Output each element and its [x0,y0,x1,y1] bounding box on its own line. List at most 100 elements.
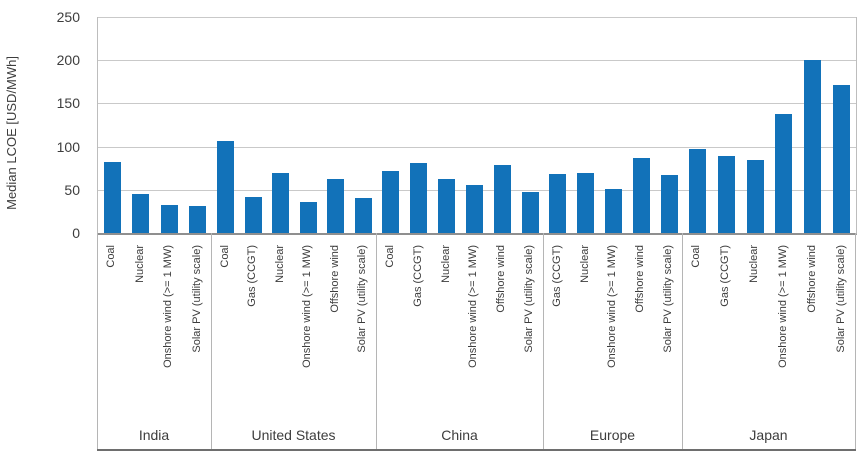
bar-india-onshore-wind-1-mw [160,205,178,233]
tech-label-china-offshore-wind: Offshore wind [495,245,508,313]
tech-label-united-states-nuclear: Nuclear [273,245,286,283]
tech-label-group-japan: Coal Gas (CCGT) Nuclear Onshore wind (>= 1 … [682,240,855,398]
bar-slot [600,17,628,233]
tech-label-slot: Onshore wind (>= 1 MW) [294,240,322,398]
tech-label-slot: Nuclear [432,240,460,398]
bar-series [98,17,856,233]
tech-label-united-states-coal: Coal [218,245,231,268]
tech-label-slot: Coal [376,240,404,398]
tech-label-united-states-offshore-wind: Offshore wind [328,245,341,313]
bar-group-united-states [212,17,377,233]
plot-area [97,17,857,235]
tech-label-group-united-states: Coal Gas (CCGT) Nuclear Onshore wind (>= 1 … [211,240,376,398]
tech-label-slot: Coal [211,240,239,398]
bar-group-japan [683,17,856,233]
bottom-border-line [97,449,856,451]
tech-label-united-states-solar-pv-utility-scale: Solar PV (utility scale) [356,245,369,353]
tech-label-japan-solar-pv-utility-scale: Solar PV (utility scale) [834,245,847,353]
tech-label-india-onshore-wind-1-mw: Onshore wind (>= 1 MW) [162,245,175,368]
tech-label-slot: Coal [97,240,126,398]
bar-slot [155,17,184,233]
bar-group-china [377,17,544,233]
tech-label-japan-nuclear: Nuclear [748,245,761,283]
bar-slot [322,17,350,233]
tech-label-slot: Onshore wind (>= 1 MW) [154,240,183,398]
country-label-row: India United States China Europe Japan [97,398,855,449]
bar-japan-gas-ccgt [717,156,735,233]
tech-label-slot: Solar PV (utility scale) [826,240,855,398]
tech-label-japan-offshore-wind: Offshore wind [805,245,818,313]
tech-label-japan-coal: Coal [690,245,703,268]
tech-label-slot: Coal [682,240,711,398]
tech-label-slot: Gas (CCGT) [404,240,432,398]
tech-label-slot: Nuclear [126,240,155,398]
bar-japan-offshore-wind [804,60,822,233]
tech-label-group-india: Coal Nuclear Onshore wind (>= 1 MW) Solar P… [97,240,211,398]
tech-label-united-states-gas-ccgt: Gas (CCGT) [246,245,259,307]
tech-label-group-china: Coal Gas (CCGT) Nuclear Onshore wind (>= 1 … [376,240,543,398]
group-separator [543,233,544,449]
tech-label-china-onshore-wind-1-mw: Onshore wind (>= 1 MW) [467,245,480,368]
bar-slot [655,17,683,233]
tech-label-china-solar-pv-utility-scale: Solar PV (utility scale) [523,245,536,353]
gridline-250 [98,17,856,18]
y-tick-label-250: 250 [56,9,80,25]
tech-label-europe-solar-pv-utility-scale: Solar PV (utility scale) [662,245,675,353]
bar-slot [377,17,405,233]
bar-slot [741,17,770,233]
gridline-100 [98,146,856,148]
bar-china-offshore-wind [493,164,511,233]
bar-europe-offshore-wind [632,157,650,233]
tech-label-india-coal: Coal [105,245,118,268]
tech-label-japan-onshore-wind-1-mw: Onshore wind (>= 1 MW) [776,245,789,368]
tech-label-japan-gas-ccgt: Gas (CCGT) [719,245,732,307]
bar-china-coal [382,170,400,233]
tech-label-slot: Onshore wind (>= 1 MW) [599,240,627,398]
bar-united-states-nuclear [272,173,290,233]
bar-europe-onshore-wind-1-mw [604,188,622,233]
bar-slot [516,17,544,233]
country-label-europe: Europe [589,427,636,443]
bar-slot [267,17,295,233]
tech-label-slot: Gas (CCGT) [239,240,267,398]
tech-label-europe-offshore-wind: Offshore wind [634,245,647,313]
bar-united-states-onshore-wind-1-mw [299,201,317,233]
group-separator [682,233,683,449]
tech-label-europe-onshore-wind-1-mw: Onshore wind (>= 1 MW) [606,245,619,368]
tech-label-slot: Offshore wind [797,240,826,398]
bar-slot [627,17,655,233]
tech-label-slot: Solar PV (utility scale) [515,240,543,398]
bar-japan-coal [688,149,706,233]
bar-united-states-gas-ccgt [244,196,262,233]
tech-label-slot: Solar PV (utility scale) [349,240,377,398]
tech-label-china-nuclear: Nuclear [439,245,452,283]
bar-slot [827,17,856,233]
y-tick-label-100: 100 [56,138,80,155]
bar-china-onshore-wind-1-mw [465,185,483,233]
tech-label-slot: Solar PV (utility scale) [654,240,682,398]
y-tick-label-50: 50 [64,181,80,198]
y-tick-label-0: 0 [72,225,80,241]
tech-label-group-europe: Gas (CCGT) Nuclear Onshore wind (>= 1 MW) O… [543,240,682,398]
y-tick-label-200: 200 [56,52,80,69]
gridline-150 [98,103,856,105]
tech-label-china-gas-ccgt: Gas (CCGT) [411,245,424,307]
tech-label-europe-gas-ccgt: Gas (CCGT) [550,245,563,307]
bar-slot [295,17,323,233]
group-separator [376,233,377,449]
tech-label-slot: Nuclear [571,240,599,398]
tech-label-slot: Offshore wind [321,240,349,398]
bar-slot [98,17,127,233]
bar-slot [460,17,488,233]
country-label-india: India [138,427,170,443]
bar-europe-solar-pv-utility-scale [660,175,678,233]
tech-label-slot: Gas (CCGT) [543,240,571,398]
bar-united-states-offshore-wind [327,179,345,233]
bar-japan-solar-pv-utility-scale [833,85,851,233]
bar-china-gas-ccgt [410,163,428,233]
bar-united-states-solar-pv-utility-scale [354,197,372,233]
bar-india-nuclear [132,194,150,233]
bar-slot [683,17,712,233]
tech-label-slot: Solar PV (utility scale) [183,240,212,398]
